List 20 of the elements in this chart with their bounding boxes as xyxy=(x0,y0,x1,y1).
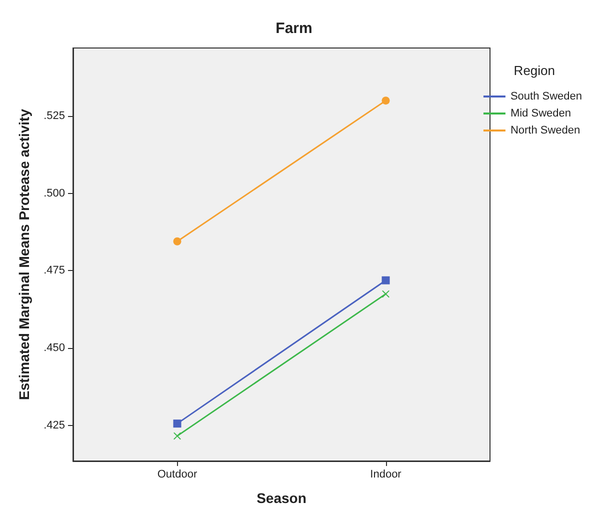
x-tick-label: Indoor xyxy=(370,468,402,480)
y-tick-label: .475 xyxy=(44,264,65,277)
legend-label: North Sweden xyxy=(510,124,580,136)
y-tick-label: .525 xyxy=(44,110,65,122)
point xyxy=(173,420,182,428)
point xyxy=(173,237,182,246)
point xyxy=(382,290,390,298)
point xyxy=(382,276,390,284)
legend-label: Mid Sweden xyxy=(510,108,571,120)
y-axis-title: Estimated Marginal Means Protease activity xyxy=(16,108,32,400)
y-tick-label: .425 xyxy=(44,419,65,432)
legend-label: South Sweden xyxy=(510,90,582,102)
y-tick-label: .500 xyxy=(44,187,65,200)
y-tick-label: .450 xyxy=(44,342,65,354)
x-axis-title: Season xyxy=(256,490,306,506)
x-tick-label: Outdoor xyxy=(157,468,198,480)
point xyxy=(382,96,390,105)
legend-title: Region xyxy=(514,63,556,78)
point xyxy=(174,432,181,440)
chart-title: Farm xyxy=(276,20,312,37)
